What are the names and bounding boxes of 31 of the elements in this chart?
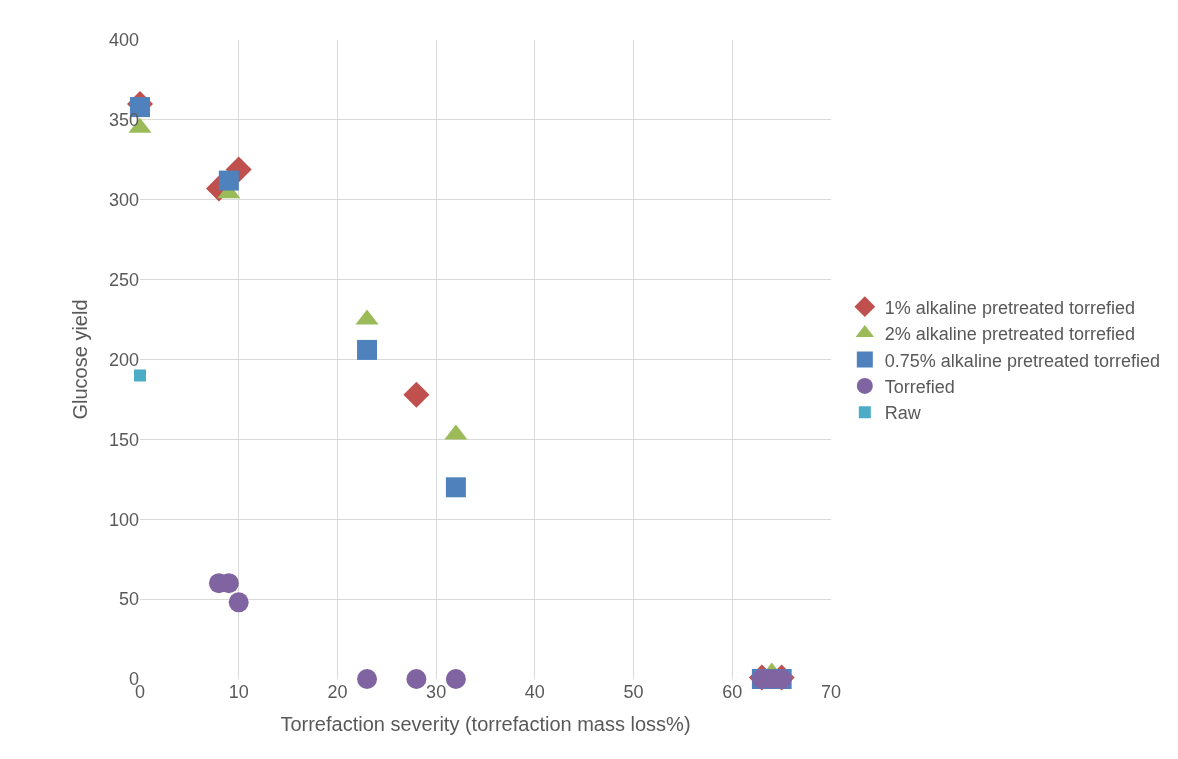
x-tick-label: 60: [722, 682, 743, 702]
y-tick-label: 200: [108, 349, 139, 370]
y-tick-label: 150: [108, 429, 139, 450]
y-tick-label: 400: [108, 30, 139, 51]
point: [357, 669, 378, 689]
point: [403, 381, 430, 408]
x-tick-label: 40: [524, 682, 545, 702]
point: [357, 339, 378, 360]
y-tick-label: 250: [108, 269, 139, 290]
point: [228, 592, 249, 613]
x-axis-title: Torrefaction severity (torrefaction mass loss%): [280, 712, 691, 735]
y-tick-label: 300: [108, 190, 139, 211]
point: [134, 369, 146, 382]
point: [218, 170, 239, 191]
x-tick-label: 70: [820, 682, 842, 702]
x-tick-label: 10: [228, 682, 249, 702]
x-tick-label: 50: [623, 682, 644, 702]
x-tick-label: 20: [327, 682, 348, 702]
point: [406, 669, 427, 689]
legend-label: Torrefied: [884, 376, 955, 397]
point: [445, 477, 466, 498]
legend-label: 2% alkaline pretreated torrefied: [884, 324, 1135, 345]
y-tick-label: 350: [108, 110, 139, 131]
y-tick-label: 100: [108, 509, 139, 530]
point: [445, 669, 466, 689]
x-tick-label: 30: [426, 682, 447, 702]
legend-label: Raw: [884, 403, 922, 424]
legend-label: 1% alkaline pretreated torrefied: [884, 297, 1135, 318]
y-tick-label: 50: [118, 589, 139, 610]
legend-label: 0.75% alkaline pretreated torrefied: [884, 350, 1160, 371]
y-axis-title: Glucose yield: [69, 299, 92, 420]
